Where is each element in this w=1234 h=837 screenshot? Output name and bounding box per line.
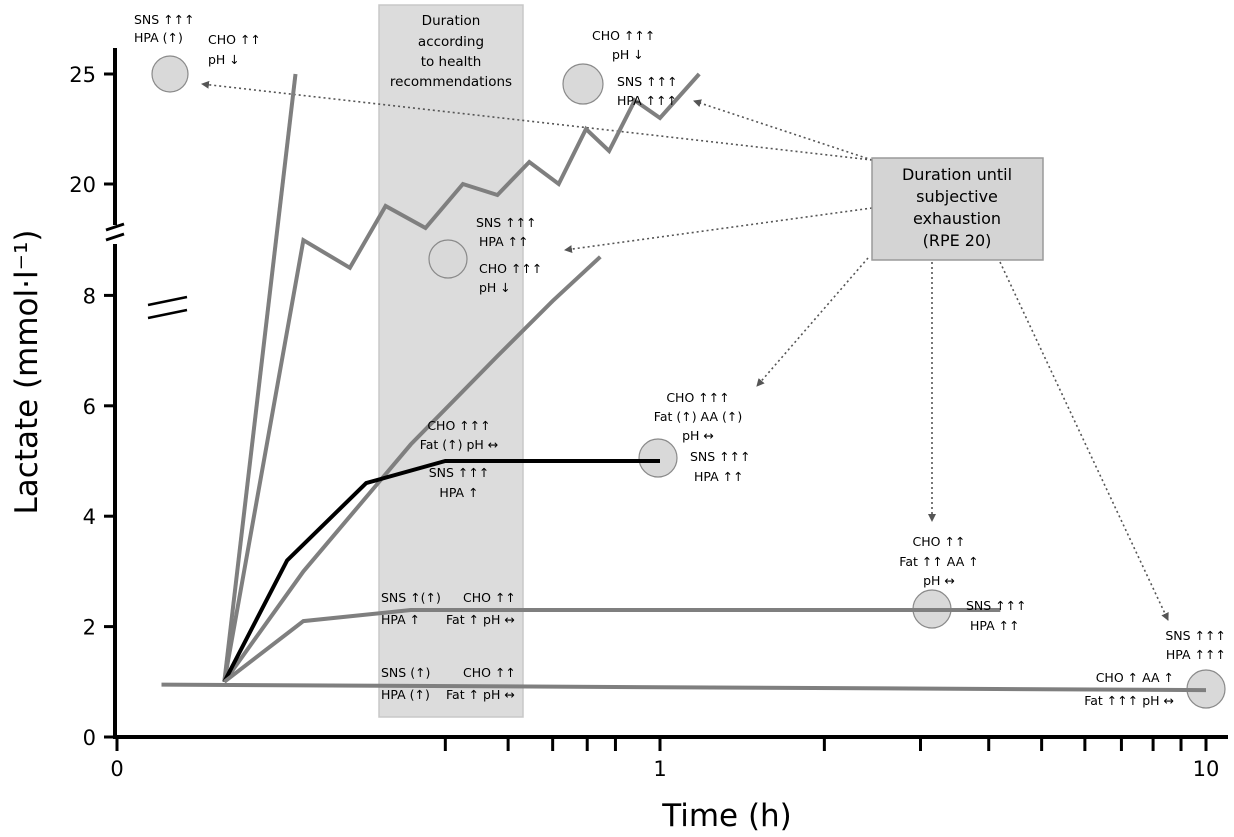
- s6-mid-right-1: CHO ↑↑: [463, 665, 516, 680]
- arrow-to-series-3: [564, 207, 873, 254]
- series-line-2: [222, 72, 701, 683]
- s6-mid-left-2: HPA (↑): [381, 687, 430, 702]
- y-tick-label-20: 20: [69, 173, 96, 197]
- annotations: SNS ↑↑↑ HPA (↑) CHO ↑↑ pH ↓ CHO ↑↑↑ pH ↓…: [134, 12, 1226, 708]
- s5-end-right-2: HPA ↑↑: [970, 618, 1020, 633]
- s5-mid-right-1: CHO ↑↑: [463, 590, 516, 605]
- s2-end-top-2: pH ↓: [612, 47, 644, 62]
- s3-end-2: HPA ↑↑: [479, 234, 529, 249]
- y-tick-label-4: 4: [83, 505, 96, 529]
- s5-mid-left-2: HPA ↑: [381, 612, 420, 627]
- s6-end-top-2: HPA ↑↑↑: [1166, 647, 1226, 662]
- s1-end-left-2: HPA (↑): [134, 30, 183, 45]
- s1-end-right-2: pH ↓: [208, 52, 240, 67]
- series-line-5: [223, 608, 1001, 684]
- s6-end-left-1: CHO ↑ AA ↑: [1096, 670, 1174, 685]
- series-line-3: [222, 255, 602, 683]
- s2-end-right-1: SNS ↑↑↑: [617, 74, 678, 89]
- exhaustion-label-line-3: exhaustion: [913, 209, 1001, 228]
- s5-end-right-1: SNS ↑↑↑: [966, 598, 1027, 613]
- s1-end-left-1: SNS ↑↑↑: [134, 12, 195, 27]
- line-break-marks: [144, 295, 190, 323]
- s3-end-3: CHO ↑↑↑: [479, 261, 542, 276]
- x-tick-label-1: 1: [653, 757, 666, 781]
- y-tick-label-8: 8: [83, 284, 96, 308]
- x-axis-title: Time (h): [661, 798, 792, 834]
- exhaustion-box-rect: [871, 157, 1044, 261]
- band-label-line-1: Duration: [422, 13, 481, 29]
- s5-end-top-3: pH ↔: [923, 573, 955, 588]
- s6-end-top-1: SNS ↑↑↑: [1165, 628, 1226, 643]
- s3-end-4: pH ↓: [479, 280, 511, 295]
- y-axis-break: [105, 222, 125, 242]
- band-rect: [378, 4, 524, 718]
- s5-end-top-2: Fat ↑↑ AA ↑: [899, 554, 978, 569]
- series-line-1: [222, 73, 298, 683]
- series-line-6: [161, 682, 1207, 693]
- s4-end-right-2: HPA ↑↑: [694, 469, 744, 484]
- s4-end-right-1: SNS ↑↑↑: [690, 449, 751, 464]
- endpoint-circle-2: [562, 63, 604, 105]
- s4-mid-4: HPA ↑: [439, 485, 478, 500]
- s6-mid-left-1: SNS (↑): [381, 665, 430, 680]
- y-axis-title: Lactate (mmol·l⁻¹): [9, 230, 45, 515]
- s6-end-left-2: Fat ↑↑↑ pH ↔: [1084, 693, 1174, 708]
- s3-end-1: SNS ↑↑↑: [476, 215, 537, 230]
- exhaustion-box: Duration until subjective exhaustion (RP…: [871, 157, 1044, 261]
- s5-mid-right-2: Fat ↑ pH ↔: [446, 612, 515, 627]
- endpoint-circles: [151, 55, 1226, 709]
- x-tick-label-10: 10: [1193, 757, 1220, 781]
- s2-end-top-1: CHO ↑↑↑: [592, 28, 655, 43]
- y-tick-label-2: 2: [83, 616, 96, 640]
- endpoint-circle-4: [638, 438, 678, 478]
- y-tick-label-0: 0: [83, 726, 96, 750]
- s4-end-top-2: Fat (↑) AA (↑): [654, 409, 742, 424]
- exhaustion-label-line-4: (RPE 20): [923, 231, 992, 250]
- s4-mid-2: Fat (↑) pH ↔: [420, 437, 499, 452]
- arrow-to-series-4: [756, 257, 869, 387]
- arrow-to-series-2: [693, 99, 873, 161]
- arrow-to-series-6: [999, 261, 1169, 621]
- endpoint-circle-3: [428, 239, 468, 279]
- x-tick-label-0: 0: [110, 757, 123, 781]
- s5-mid-left-1: SNS ↑(↑): [381, 590, 441, 605]
- y-tick-label-6: 6: [83, 395, 96, 419]
- s4-mid-1: CHO ↑↑↑: [427, 418, 490, 433]
- s4-end-top-3: pH ↔: [682, 428, 714, 443]
- exhaustion-label-line-1: Duration until: [902, 165, 1012, 184]
- s5-end-top-1: CHO ↑↑: [913, 534, 966, 549]
- s2-end-right-2: HPA ↑↑↑: [617, 93, 677, 108]
- exhaustion-label-line-2: subjective: [916, 187, 998, 206]
- y-ticks: 0 2 4 6 8 20 25: [69, 63, 115, 750]
- band-label-line-4: recommendations: [390, 74, 512, 90]
- exhaustion-arrows: [201, 80, 1169, 621]
- s4-end-top-1: CHO ↑↑↑: [666, 390, 729, 405]
- x-ticks: [115, 737, 1208, 751]
- s1-end-right-1: CHO ↑↑: [208, 32, 261, 47]
- series-line-4: [222, 459, 660, 683]
- y-tick-label-25: 25: [69, 63, 96, 87]
- band-label-line-3: to health: [421, 54, 482, 70]
- arrow-to-series-1: [201, 80, 873, 161]
- s6-mid-right-2: Fat ↑ pH ↔: [446, 687, 515, 702]
- health-recommendation-band: Duration according to health recommendat…: [378, 4, 524, 718]
- band-label-line-2: according: [418, 34, 484, 50]
- series-group: [161, 72, 1207, 693]
- endpoint-circle-1: [151, 55, 189, 93]
- s4-mid-3: SNS ↑↑↑: [429, 465, 490, 480]
